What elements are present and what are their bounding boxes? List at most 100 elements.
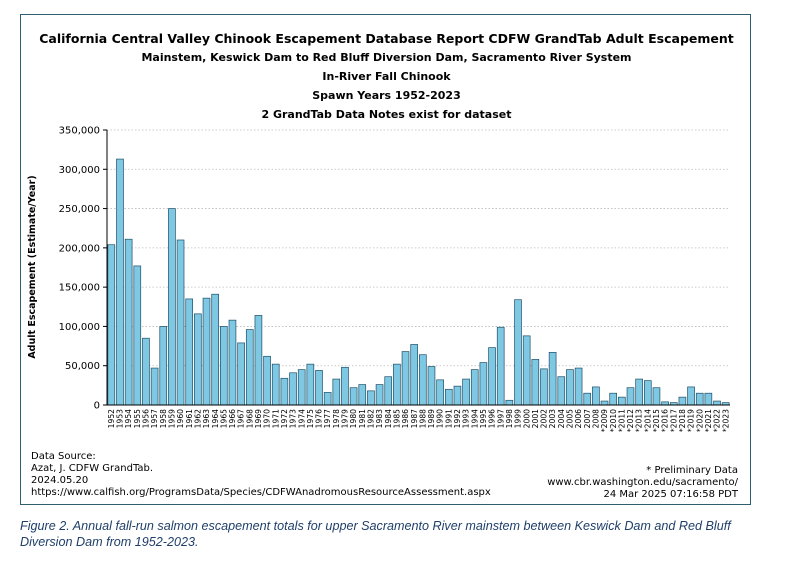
x-tick-label: 1964	[211, 409, 220, 428]
bar-1960	[176, 239, 185, 406]
x-tick-label: 1985	[392, 409, 401, 428]
y-tick-label: 250,000	[59, 204, 100, 215]
bar-p2021	[704, 392, 713, 406]
bar-p2022	[713, 400, 721, 406]
bar-1959	[168, 208, 176, 406]
bar-1995	[479, 362, 488, 406]
bar-2005	[566, 369, 574, 406]
bar-1954	[124, 238, 133, 406]
bar-1962	[194, 313, 202, 406]
bar-1965	[220, 326, 228, 406]
x-tick-label: *2021	[704, 409, 713, 432]
x-tick-label: 1971	[271, 409, 280, 428]
y-tick-label: 150,000	[59, 283, 100, 294]
chart-subtitle-4: 2 GrandTab Data Notes exist for dataset	[261, 108, 512, 121]
figure-caption: Figure 2. Annual fall-run salmon escapem…	[20, 519, 731, 549]
bar-1988	[419, 354, 427, 406]
y-tick-label: 0	[94, 401, 100, 412]
x-tick-label: *2018	[678, 409, 687, 432]
x-tick-label: 1987	[410, 409, 419, 428]
x-tick-label: *2012	[626, 409, 635, 432]
report-timestamp: 24 Mar 2025 07:16:58 PDT	[603, 489, 738, 500]
bar-1979	[341, 366, 349, 406]
x-tick-label: *2019	[687, 409, 696, 432]
chart-subtitle-2: In-River Fall Chinook	[322, 70, 451, 83]
bar-1967	[237, 342, 245, 406]
bar-1976	[315, 370, 323, 406]
y-tick-label: 350,000	[59, 126, 100, 137]
x-tick-label: 1978	[332, 409, 341, 428]
chart-title: California Central Valley Chinook Escape…	[39, 31, 734, 46]
bar-1972	[280, 377, 289, 406]
bar-1975	[306, 363, 315, 406]
bar-p2018	[678, 396, 687, 406]
bar-p2010	[609, 392, 617, 406]
bar-1983	[375, 384, 384, 406]
x-tick-label: 1980	[349, 409, 358, 428]
bar-1970	[263, 355, 271, 406]
axes	[103, 129, 730, 406]
x-tick-label: 2003	[548, 409, 557, 428]
bar-p2015	[652, 387, 661, 406]
x-tick-label: 1955	[133, 409, 142, 428]
x-tick-label: 1966	[228, 409, 237, 428]
bar-2007	[583, 392, 592, 406]
bar-1964	[211, 293, 219, 406]
bar-p2020	[695, 392, 704, 406]
x-tick-label: 1994	[470, 409, 479, 428]
x-tick-label: 1983	[375, 409, 384, 428]
gridlines	[107, 129, 730, 367]
data-source-date: 2024.05.20	[31, 475, 89, 486]
bar-1991	[444, 388, 453, 406]
bar-1978	[332, 378, 341, 406]
bar-2006	[574, 367, 583, 406]
bar-p2019	[687, 386, 695, 406]
y-tick-label: 100,000	[59, 322, 100, 333]
x-tick-label: 1979	[341, 409, 350, 428]
x-tick-label: 1984	[384, 409, 393, 428]
bar-p2013	[635, 378, 643, 406]
data-source-url: https://www.calfish.org/ProgramsData/Spe…	[31, 487, 491, 498]
x-tick-label: 1970	[263, 409, 272, 428]
bar-1994	[470, 369, 479, 406]
bar-1984	[384, 376, 393, 406]
x-tick-label: *2013	[635, 409, 644, 432]
x-tick-label: 1993	[462, 409, 471, 428]
bar-1968	[245, 329, 254, 406]
x-tick-label: 1969	[254, 409, 263, 428]
x-tick-label: 1995	[479, 409, 488, 428]
bar-1996	[488, 347, 496, 406]
x-tick-label: 1986	[401, 409, 410, 428]
chart-frame: California Central Valley Chinook Escape…	[20, 14, 751, 505]
x-tick-labels: 1952 1953 1954 1955 1956 1957 1958 1959 1960 1961…	[107, 409, 730, 432]
x-tick-label: *2023	[721, 409, 730, 432]
x-tick-label: *2020	[695, 409, 704, 432]
y-tick-label: 300,000	[59, 165, 100, 176]
x-tick-label: 1963	[202, 409, 211, 428]
x-tick-label: 1976	[315, 409, 324, 428]
x-tick-label: *2011	[617, 409, 626, 432]
bar-1974	[297, 369, 306, 406]
bar-1955	[133, 265, 142, 406]
x-tick-label: 1961	[185, 409, 194, 428]
bar-2002	[540, 368, 548, 406]
x-tick-label: 1952	[107, 409, 116, 428]
report-url: www.cbr.washington.edu/sacramento/	[547, 477, 738, 488]
x-tick-label: 1988	[418, 409, 427, 428]
x-tick-label: 1956	[142, 409, 151, 428]
x-tick-label: *2016	[661, 409, 670, 432]
bar-1989	[427, 366, 436, 406]
x-tick-label: 1981	[358, 409, 367, 428]
bar-2000	[522, 335, 531, 406]
bar-1998	[505, 399, 514, 406]
bar-2004	[557, 376, 566, 406]
preliminary-note: * Preliminary Data	[646, 465, 738, 476]
x-tick-label: 1998	[505, 409, 514, 428]
bar-1957	[150, 367, 159, 406]
y-axis-label: Adult Escapement (Estimate/Year)	[27, 175, 38, 358]
y-tick-label: 200,000	[59, 243, 100, 254]
x-tick-label: 2002	[540, 409, 549, 428]
bar-1985	[393, 363, 401, 406]
bar-1992	[453, 385, 462, 406]
x-tick-label: 1989	[427, 409, 436, 428]
